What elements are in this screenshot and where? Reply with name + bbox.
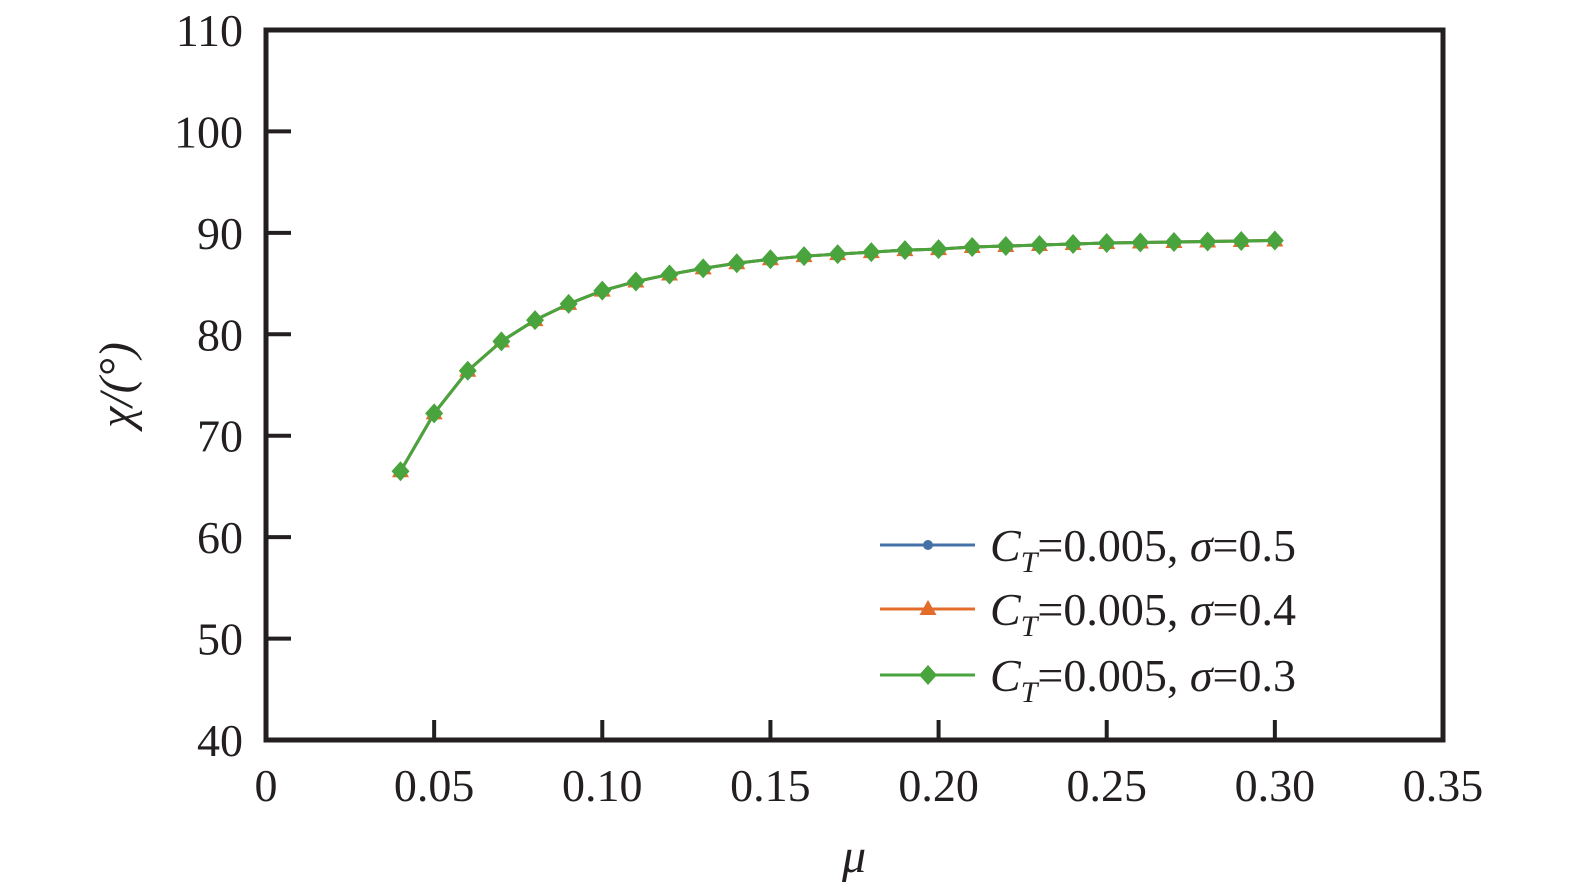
x-tick-label: 0.20 [898, 760, 979, 811]
data-point [1164, 231, 1183, 252]
legend-item-3: CT=0.005, σ=0.3 [880, 650, 1296, 709]
data-point [391, 461, 410, 482]
y-tick-label: 100 [174, 106, 243, 157]
data-point [1064, 234, 1083, 255]
legend-label: CT=0.005, σ=0.5 [990, 520, 1296, 579]
data-point [1232, 230, 1251, 251]
x-tick-label: 0 [255, 760, 278, 811]
data-point [593, 280, 612, 301]
legend: CT=0.005, σ=0.5CT=0.005, σ=0.4 CT=0.005, … [880, 520, 1296, 709]
data-point [1097, 233, 1116, 253]
x-tick-label: 0.05 [394, 760, 475, 811]
plot-frame [263, 27, 1446, 743]
data-point [996, 236, 1015, 257]
y-tick-label: 70 [197, 411, 243, 462]
y-tick-label: 110 [176, 5, 243, 56]
y-axis-title: χ/(°) [90, 342, 143, 432]
data-point [425, 403, 444, 424]
data-point [1265, 230, 1284, 251]
data-point [963, 237, 982, 258]
data-point [559, 293, 578, 314]
y-axis: 40 50 60 70 80 90 100 110 [174, 5, 291, 766]
y-tick-label: 90 [197, 208, 243, 259]
series-line [399, 238, 1275, 472]
legend-marker [923, 540, 933, 550]
series-line [399, 238, 1275, 472]
y-tick-label: 60 [197, 512, 243, 563]
series-layer [391, 230, 1284, 482]
series-3 [391, 230, 1284, 482]
x-axis-title: μ [841, 830, 866, 883]
x-axis: 0 0.05 0.10 0.15 0.20 0.25 0.30 0.35 [255, 720, 1484, 811]
data-point [458, 360, 477, 381]
legend-label: CT=0.005, σ=0.4 [990, 584, 1296, 643]
legend-marker [919, 665, 937, 685]
data-point [626, 271, 645, 292]
data-point [492, 331, 511, 352]
x-tick-label: 0.25 [1066, 760, 1147, 811]
data-point [828, 244, 847, 265]
legend-item-1: CT=0.005, σ=0.5 [880, 520, 1296, 579]
x-tick-label: 0.30 [1235, 760, 1316, 811]
data-point [727, 253, 746, 274]
data-point [1030, 235, 1049, 256]
data-point [660, 264, 679, 285]
data-point [895, 240, 914, 261]
legend-marker [919, 600, 937, 615]
series-line [399, 238, 1275, 472]
x-tick-label: 0.15 [730, 760, 811, 811]
data-point [526, 310, 545, 331]
series-2 [392, 231, 1284, 478]
data-point [795, 246, 814, 267]
x-tick-label: 0.10 [562, 760, 643, 811]
y-tick-label: 40 [197, 715, 243, 766]
legend-label: CT=0.005, σ=0.3 [990, 650, 1296, 709]
series-1 [395, 235, 1280, 477]
data-point [929, 239, 948, 260]
data-point [761, 249, 780, 270]
data-point [1198, 231, 1217, 252]
y-tick-label: 80 [197, 309, 243, 360]
y-tick-label: 50 [197, 614, 243, 665]
data-point [1131, 232, 1150, 253]
data-point [694, 258, 713, 279]
legend-item-2: CT=0.005, σ=0.4 [880, 584, 1296, 643]
x-tick-label: 0.35 [1403, 760, 1484, 811]
data-point [862, 242, 881, 263]
